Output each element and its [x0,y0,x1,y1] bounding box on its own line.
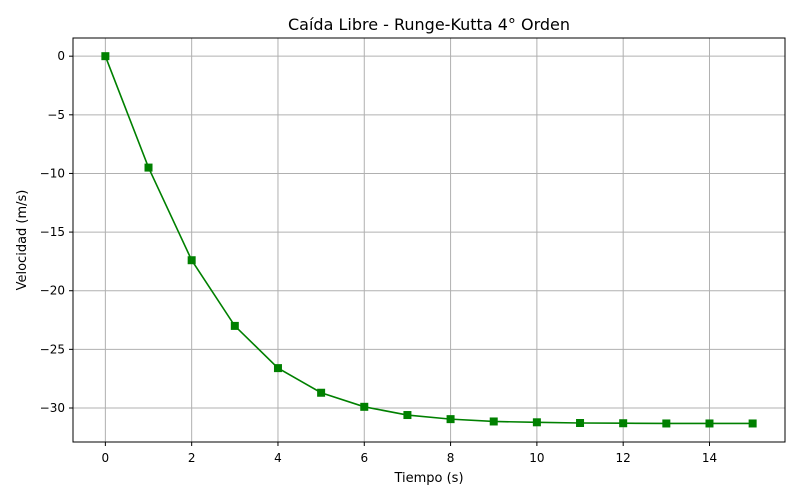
data-point [273,364,282,373]
data-point [360,402,369,411]
data-point [317,388,326,397]
x-tick-label: 14 [702,451,717,465]
x-tick-label: 0 [102,451,110,465]
x-tick-label: 6 [360,451,368,465]
y-tick-label: −5 [47,108,65,122]
x-tick-label: 8 [447,451,455,465]
data-point [144,163,153,172]
plot-area [101,52,757,428]
grid [73,38,785,442]
data-point [446,415,455,424]
data-point [705,419,714,428]
data-point [619,419,628,428]
data-point [532,418,541,427]
x-tick-label: 10 [529,451,544,465]
y-tick-label: 0 [57,49,65,63]
x-axis-label: Tiempo (s) [393,471,463,486]
data-point [403,411,412,420]
data-point [489,417,498,426]
data-point [187,256,196,265]
axes-frame [72,37,786,443]
data-point [662,419,671,428]
chart-title: Caída Libre - Runge-Kutta 4° Orden [288,15,570,34]
y-tick-label: −25 [40,342,65,356]
y-tick-label: −10 [40,166,65,180]
data-point [748,419,757,428]
x-tick-label: 12 [616,451,631,465]
y-tick-label: −30 [40,401,65,415]
x-tick-label: 2 [188,451,196,465]
ticks: 0 2 4 6 8 10 12 14 0 −5 −10 −15 −20 −25 −30 [40,49,717,465]
x-tick-label: 4 [274,451,282,465]
y-tick-label: −15 [40,225,65,239]
series-line [104,55,753,425]
y-axis-label: Velocidad (m/s) [15,190,30,291]
data-point [576,419,585,428]
y-tick-label: −20 [40,284,65,298]
data-point [101,52,110,61]
data-point [230,321,239,330]
